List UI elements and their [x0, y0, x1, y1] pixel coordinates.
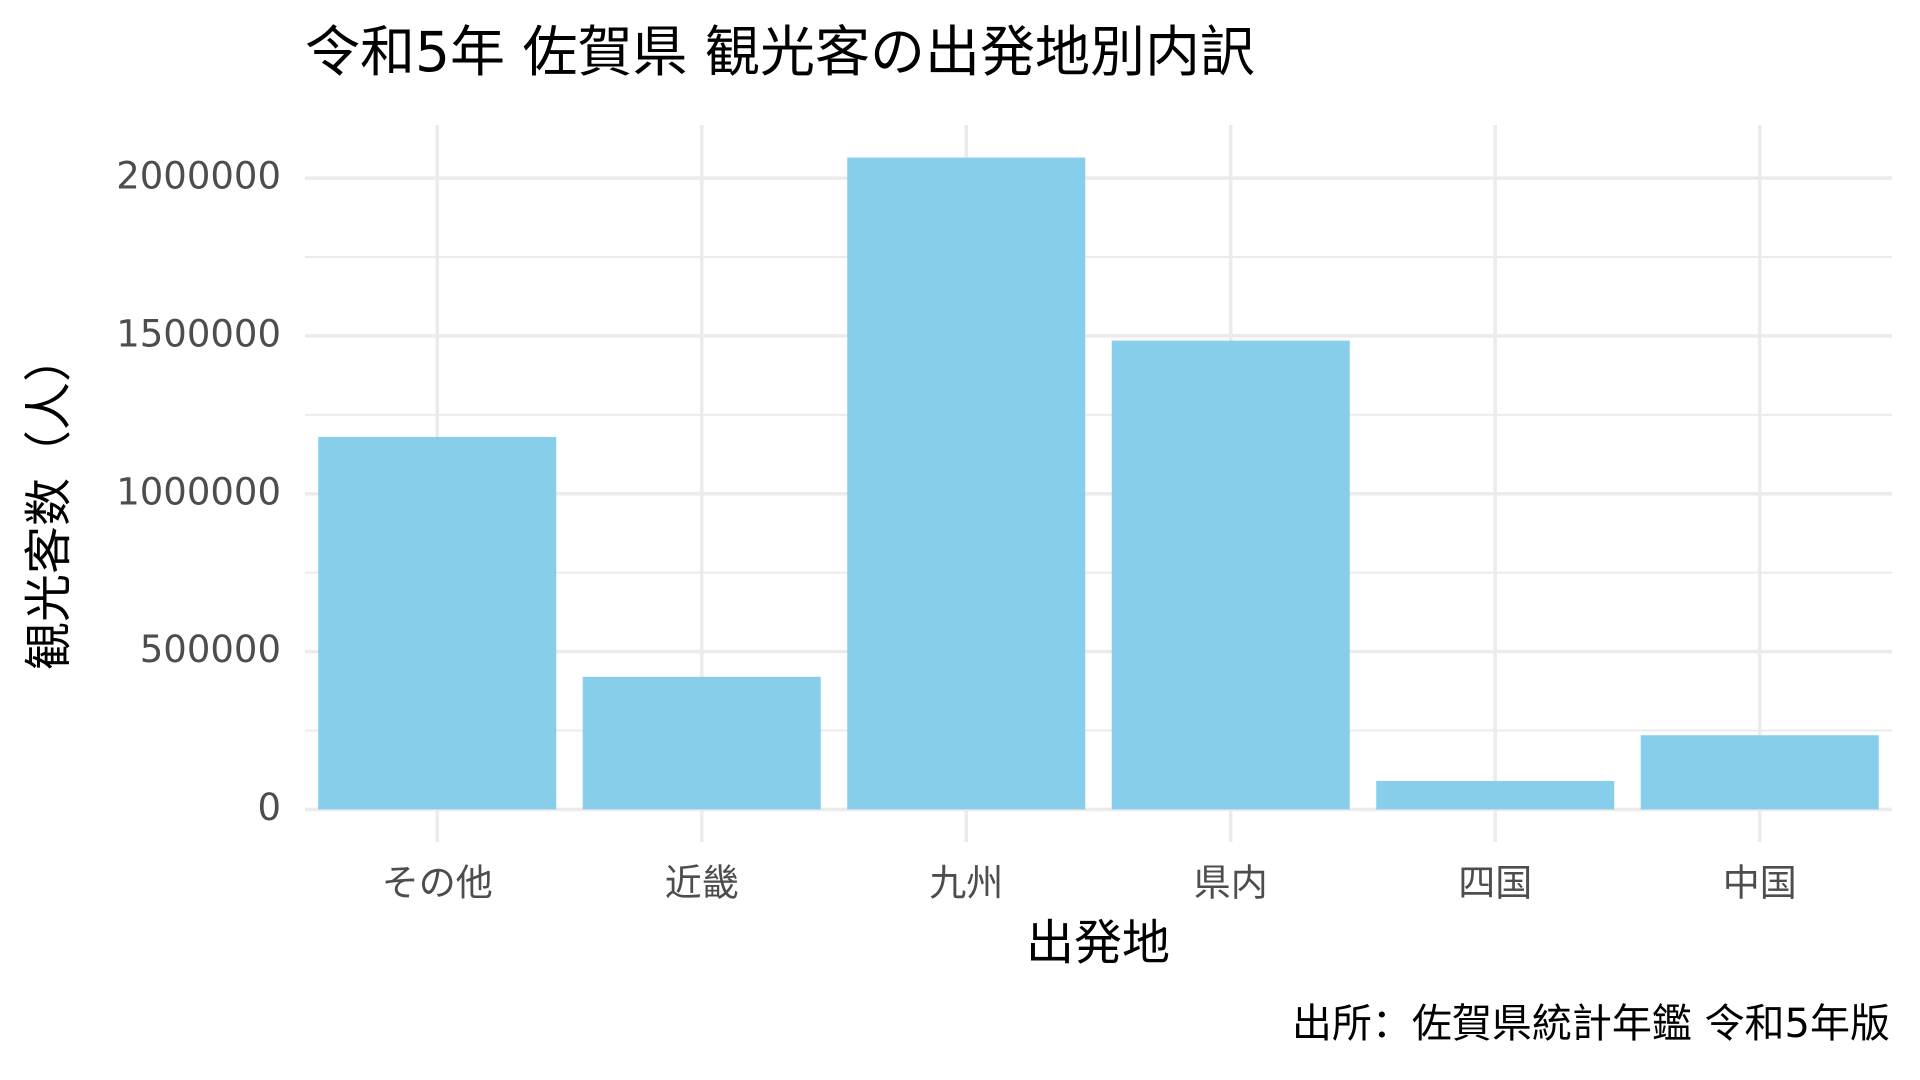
bar	[1376, 781, 1615, 810]
x-tick-label: 四国	[1458, 862, 1532, 905]
y-tick-label: 1000000	[116, 470, 281, 513]
x-tick-label: 九州	[929, 862, 1003, 905]
chart-title: 令和5年 佐賀県 観光客の出発地別内訳	[305, 20, 1255, 84]
bar	[847, 157, 1086, 810]
bar	[1640, 735, 1879, 810]
x-tick-label: その他	[382, 862, 493, 905]
x-axis-title: 出発地	[1026, 915, 1170, 971]
y-axis-title: 観光客数（人）	[21, 334, 77, 670]
x-tick-label: 中国	[1723, 862, 1797, 905]
y-tick-label: 2000000	[116, 155, 281, 198]
bar	[1111, 340, 1350, 810]
bar	[582, 676, 821, 810]
x-tick-label: 近畿	[665, 862, 739, 905]
y-tick-label: 0	[257, 786, 281, 829]
y-tick-label: 1500000	[116, 312, 281, 355]
bar	[318, 436, 557, 810]
caption: 出所：佐賀県統計年鑑 令和5年版	[1292, 1001, 1890, 1047]
x-tick-label: 県内	[1194, 862, 1268, 905]
y-tick-label: 500000	[140, 628, 281, 671]
